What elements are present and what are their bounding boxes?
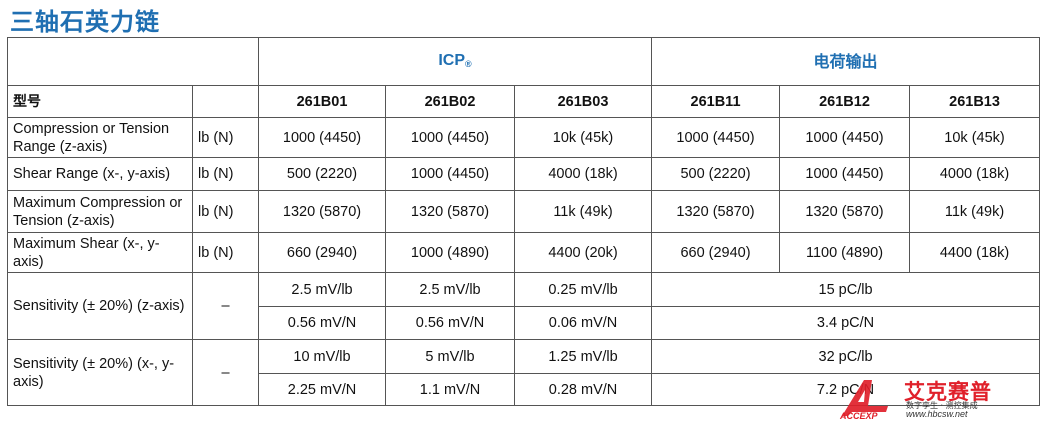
- table-row: Maximum Shear (x-, y-axis) lb (N) 660 (2…: [7, 232, 1041, 273]
- model-261B13: 261B13: [909, 85, 1041, 118]
- group-icp: ICP®: [257, 37, 653, 86]
- table-cell: 1000 (4450): [385, 157, 515, 191]
- table-cell: 2.25 mV/N: [258, 373, 386, 406]
- watermark-slogan: 数字孪生 · 测控集成: [906, 401, 978, 410]
- model-261B02: 261B02: [385, 85, 515, 118]
- model-261B01: 261B01: [258, 85, 386, 118]
- watermark: ACCEXP 艾克赛普 数字孪生 · 测控集成 www.hbcsw.net: [838, 376, 1038, 420]
- table-cell: 0.56 mV/N: [385, 306, 515, 340]
- row-label: Maximum Compression or Tension (z-axis): [7, 190, 193, 233]
- watermark-brand: 艾克赛普: [904, 380, 992, 404]
- table-cell: 660 (2940): [651, 232, 781, 273]
- spec-table: ICP® 电荷输出 型号 261B01 261B02 261B03 261B11…: [7, 37, 1041, 406]
- charge-sensitivity-cell: 3.4 pC/N: [651, 306, 1041, 340]
- row-unit: lb (N): [192, 117, 259, 158]
- table-cell: 500 (2220): [651, 157, 781, 191]
- table-cell: 10k (45k): [513, 117, 653, 158]
- table-cell: 1320 (5870): [258, 190, 386, 233]
- table-row: Maximum Compression or Tension (z-axis) …: [7, 190, 1041, 233]
- model-header-row: 型号 261B01 261B02 261B03 261B11 261B12 26…: [7, 85, 1041, 118]
- table-row: Sensitivity (± 20%) (z-axis) – 2.5 mV/lb…: [7, 272, 1041, 340]
- group-icp-label: ICP: [438, 52, 466, 69]
- table-row: Sensitivity (± 20%) (x-, y-axis) – 10 mV…: [7, 339, 1041, 406]
- row-unit: lb (N): [192, 157, 259, 191]
- table-cell: 4400 (20k): [513, 232, 653, 273]
- registered-mark: ®: [465, 59, 472, 69]
- table-cell: 4000 (18k): [909, 157, 1041, 191]
- table-cell: 1000 (4450): [385, 117, 515, 158]
- table-cell: 1000 (4450): [779, 157, 911, 191]
- row-label: Shear Range (x-, y-axis): [7, 157, 193, 191]
- table-cell: 2.5 mV/lb: [258, 272, 386, 307]
- table-cell: 2.5 mV/lb: [385, 272, 515, 307]
- page-title: 三轴石英力链: [10, 8, 160, 36]
- row-unit: –: [192, 272, 259, 340]
- table-cell: 4400 (18k): [909, 232, 1041, 273]
- table-cell: 0.06 mV/N: [513, 306, 653, 340]
- row-label: Sensitivity (± 20%) (z-axis): [7, 272, 193, 340]
- table-row: 2.25 mV/N 1.1 mV/N 0.28 mV/N 7.2 pC/N: [8, 373, 1041, 406]
- table-cell: 10 mV/lb: [258, 339, 386, 374]
- table-cell: 1000 (4450): [258, 117, 386, 158]
- table-cell: 660 (2940): [258, 232, 386, 273]
- charge-sensitivity-cell: 32 pC/lb: [651, 339, 1041, 374]
- row-unit: –: [192, 339, 259, 406]
- table-cell: 1000 (4450): [651, 117, 781, 158]
- table-cell: 5 mV/lb: [385, 339, 515, 374]
- table-cell: 1320 (5870): [779, 190, 911, 233]
- charge-sensitivity-cell: 15 pC/lb: [651, 272, 1041, 307]
- table-cell: 1000 (4890): [385, 232, 515, 273]
- unit-header-cell: [192, 85, 259, 118]
- table-cell: 1.25 mV/lb: [513, 339, 653, 374]
- model-label: 型号: [7, 85, 193, 118]
- table-cell: 10k (45k): [909, 117, 1041, 158]
- row-label: Maximum Shear (x-, y-axis): [7, 232, 193, 273]
- watermark-url: www.hbcsw.net: [906, 409, 968, 419]
- model-261B03: 261B03: [513, 85, 653, 118]
- table-cell: 1000 (4450): [779, 117, 911, 158]
- table-cell: 1.1 mV/N: [385, 373, 515, 406]
- row-label: Sensitivity (± 20%) (x-, y-axis): [7, 339, 193, 406]
- table-cell: 500 (2220): [258, 157, 386, 191]
- table-cell: 11k (49k): [909, 190, 1041, 233]
- blank-header-cell: [7, 37, 259, 86]
- logo-text: ACCEXP: [839, 411, 879, 420]
- model-261B11: 261B11: [651, 85, 781, 118]
- table-cell: 0.25 mV/lb: [513, 272, 653, 307]
- table-row: Shear Range (x-, y-axis) lb (N) 500 (222…: [7, 157, 1041, 191]
- charge-sensitivity-cell: 7.2 pC/N: [651, 373, 1041, 406]
- table-cell: 11k (49k): [513, 190, 653, 233]
- table-row: Compression or Tension Range (z-axis) lb…: [7, 117, 1041, 158]
- row-label: Compression or Tension Range (z-axis): [7, 117, 193, 158]
- table-cell: 4000 (18k): [513, 157, 653, 191]
- accexp-logo-icon: ACCEXP: [839, 380, 888, 420]
- model-261B12: 261B12: [779, 85, 911, 118]
- table-cell: 1320 (5870): [385, 190, 515, 233]
- row-unit: lb (N): [192, 232, 259, 273]
- table-row: 0.56 mV/N 0.56 mV/N 0.06 mV/N 3.4 pC/N: [8, 306, 1041, 340]
- group-header-row: ICP® 电荷输出: [7, 37, 1041, 86]
- table-cell: 1100 (4890): [779, 232, 911, 273]
- table-cell: 0.28 mV/N: [513, 373, 653, 406]
- table-cell: 0.56 mV/N: [258, 306, 386, 340]
- table-cell: 1320 (5870): [651, 190, 781, 233]
- group-charge-output: 电荷输出: [651, 37, 1041, 86]
- row-unit: lb (N): [192, 190, 259, 233]
